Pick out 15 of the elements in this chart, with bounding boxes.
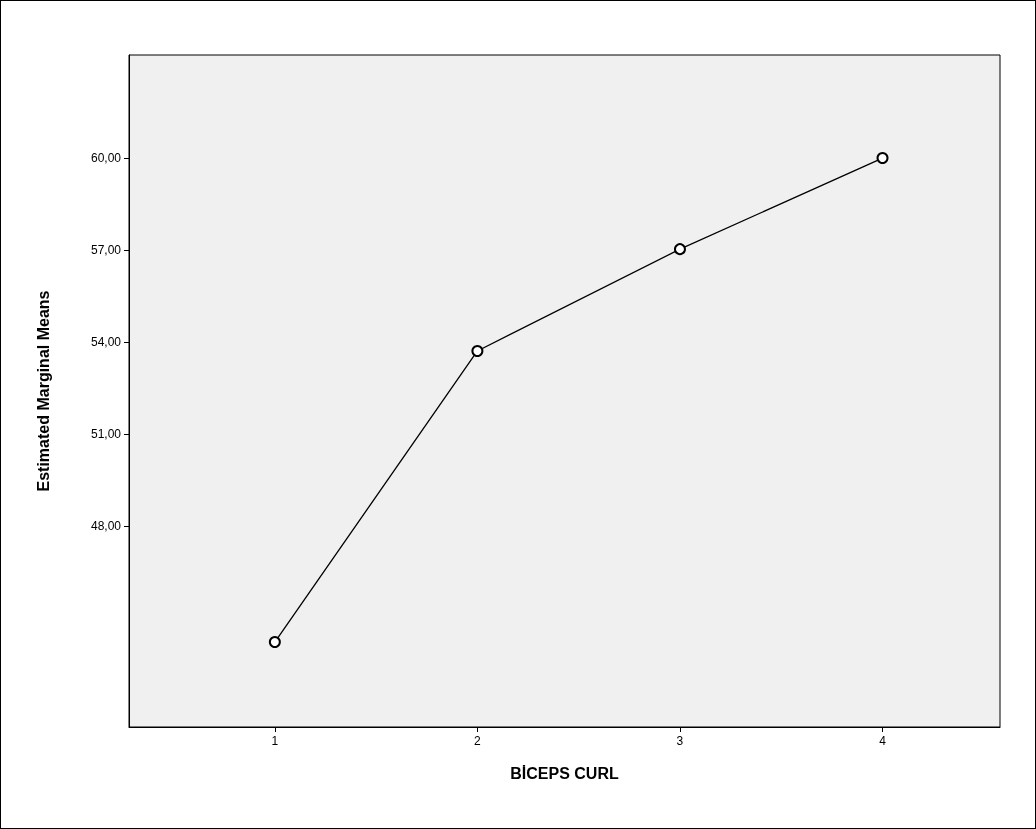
point bbox=[673, 243, 686, 256]
y-tick-label: 60,00 bbox=[90, 151, 122, 166]
y-tick-label: 57,00 bbox=[90, 243, 122, 258]
point bbox=[471, 344, 484, 357]
point bbox=[268, 636, 281, 649]
x-tick-label: 3 bbox=[676, 734, 684, 748]
x-axis-title: BİCEPS CURL bbox=[510, 764, 619, 782]
x-tick-label: 2 bbox=[474, 734, 482, 748]
y-tick-label: 54,00 bbox=[90, 335, 122, 350]
y-axis-title: Estimated Marginal Means bbox=[34, 290, 52, 492]
point bbox=[876, 152, 889, 165]
x-tick-label: 1 bbox=[271, 734, 279, 748]
y-tick-label: 48,00 bbox=[90, 519, 122, 534]
y-tick-label: 51,00 bbox=[90, 427, 122, 442]
x-tick-label: 4 bbox=[879, 734, 887, 748]
